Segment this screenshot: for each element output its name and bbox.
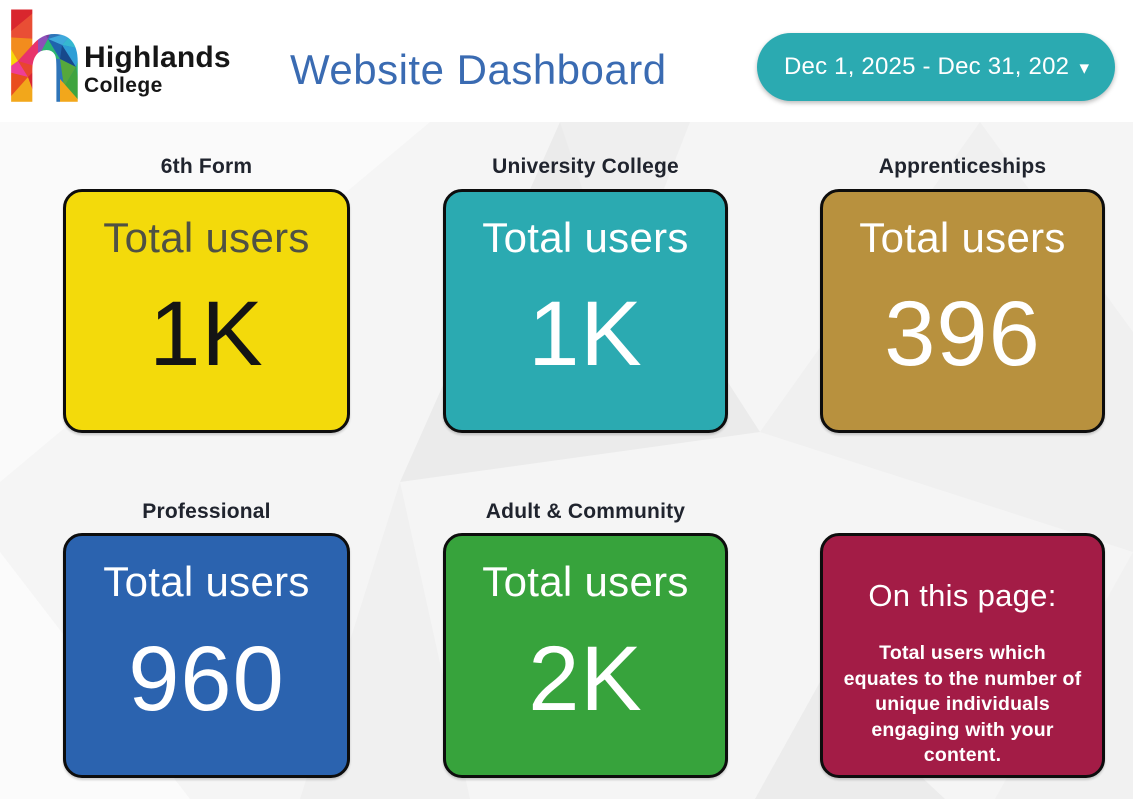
- metric-value: 2K: [528, 627, 643, 730]
- date-range-label: Dec 1, 2025 - Dec 31, 202: [784, 53, 1070, 80]
- header: h: [0, 0, 1133, 122]
- metric-value: 960: [128, 627, 285, 730]
- brand-name: Highlands: [84, 41, 231, 74]
- metric-value: 396: [884, 283, 1041, 385]
- metric-title: Total users: [103, 214, 310, 261]
- card-label-adult-community: Adult & Community: [485, 500, 686, 523]
- info-card: On this page: Total users which equates …: [820, 533, 1105, 778]
- metric-title: Total users: [103, 558, 310, 605]
- scorecard-professional: Total users 960: [63, 533, 350, 778]
- card-label-professional: Professional: [142, 500, 271, 523]
- scorecard-6th-form: Total users 1K: [63, 189, 350, 433]
- brand-text: Highlands College: [84, 41, 231, 98]
- brand-subname: College: [84, 74, 163, 97]
- metric-title: Total users: [482, 214, 689, 261]
- metric-title: Total users: [859, 214, 1066, 261]
- scorecard-university-college: Total users 1K: [443, 189, 728, 433]
- highlands-mosaic-h-icon: h: [4, 9, 82, 105]
- page-title: Website Dashboard: [290, 46, 667, 93]
- date-range-button[interactable]: Dec 1, 2025 - Dec 31, 202 ▾: [757, 33, 1115, 101]
- info-card-title: On this page:: [868, 578, 1057, 613]
- metric-value: 1K: [149, 283, 264, 385]
- caret-down-icon: ▾: [1079, 57, 1089, 79]
- card-label-6th-form: 6th Form: [160, 155, 253, 178]
- scorecard-apprenticeships: Total users 396: [820, 189, 1105, 433]
- metric-title: Total users: [482, 558, 689, 605]
- card-label-university-college: University College: [492, 155, 679, 178]
- metric-value: 1K: [528, 283, 643, 385]
- info-card-body: Total users which equates to the number …: [843, 642, 1082, 766]
- card-label-apprenticeships: Apprenticeships: [878, 155, 1047, 178]
- scorecard-adult-community: Total users 2K: [443, 533, 728, 778]
